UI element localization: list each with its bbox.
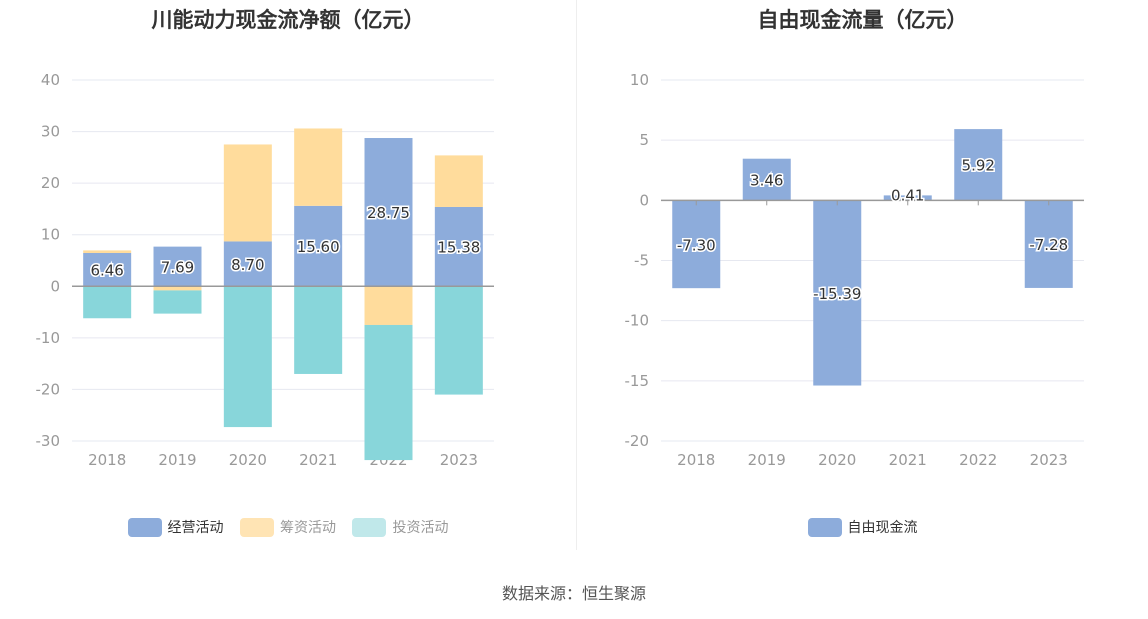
bar-segment [364, 138, 413, 287]
legend-swatch-financing [240, 517, 274, 537]
left-chart-legend: 经营活动 筹资活动 投资活动 [0, 517, 576, 541]
bar-segment [294, 128, 343, 206]
panel-divider [576, 0, 577, 550]
free-cash-flow-chart: 自由现金流量（亿元） 10 5 0 -5 -10 -15 -20 2018 2019 2020 20… [577, 0, 1148, 560]
bar-segment [364, 324, 413, 461]
data-label: 28.75 [367, 204, 410, 222]
legend-swatch-investing [352, 517, 387, 537]
bar [954, 129, 1003, 201]
data-source-note: 数据来源：恒生聚源 [501, 584, 646, 603]
bar-segment [83, 252, 132, 287]
bar [742, 158, 791, 201]
y-tick-label: 20 [41, 174, 60, 192]
bar-segment [153, 290, 202, 314]
data-label: 7.69 [161, 258, 194, 276]
bar-segment [434, 155, 483, 207]
legend-label-investing: 投资活动 [392, 520, 449, 536]
y-tick-label: -20 [625, 432, 650, 450]
data-label: 5.92 [962, 157, 995, 175]
y-tick-label: -20 [36, 380, 61, 398]
y-tick-label: 40 [41, 71, 60, 89]
y-tick-label: 30 [41, 123, 60, 141]
data-label: 8.70 [231, 256, 264, 274]
data-label: -7.30 [677, 236, 716, 254]
bar-segment [83, 286, 132, 319]
y-tick-label: 5 [639, 131, 649, 149]
data-label: 15.38 [437, 239, 480, 257]
data-label: 3.46 [750, 172, 783, 190]
legend-swatch-operating [127, 517, 162, 537]
data-label: 0.41 [891, 186, 924, 204]
bar-segment [434, 286, 483, 395]
x-tick-label: 2021 [889, 451, 927, 469]
bar-segment [223, 144, 272, 242]
data-label: 15.60 [297, 238, 340, 256]
data-label: 6.46 [90, 262, 123, 280]
bar-segment [434, 206, 483, 287]
legend-label-operating: 经营活动 [167, 520, 224, 536]
bar-segment [364, 286, 413, 325]
bar-segment [153, 246, 202, 287]
right-chart-title: 自由现金流量（亿元） [757, 8, 968, 32]
data-label: -15.39 [813, 285, 861, 303]
x-tick-label: 2020 [818, 451, 856, 469]
x-tick-label: 2023 [1030, 451, 1068, 469]
x-tick-label: 2019 [158, 451, 196, 469]
y-tick-label: -30 [36, 432, 61, 450]
bar [672, 200, 721, 289]
legend-label-free-cash-flow: 自由现金流 [847, 520, 918, 536]
y-tick-label: 0 [639, 191, 649, 209]
x-tick-label: 2019 [748, 451, 786, 469]
legend-swatch-free-cash-flow [807, 517, 842, 537]
y-tick-label: 0 [50, 277, 60, 295]
bar-segment [83, 250, 132, 253]
legend-item-investing[interactable]: 投资活动 [352, 517, 448, 537]
bar [883, 195, 932, 201]
left-chart-plot: 403020100-10-20-302018201920202021202220… [36, 71, 494, 469]
x-tick-label: 2023 [440, 451, 478, 469]
x-tick-label: 2018 [88, 451, 126, 469]
x-tick-label: 2020 [229, 451, 267, 469]
bar-segment [294, 205, 343, 287]
left-chart-title: 川能动力现金流净额（亿元） [151, 8, 425, 32]
bar [813, 200, 862, 386]
data-label: -7.28 [1029, 236, 1068, 254]
right-chart-legend: 自由现金流 [577, 517, 1148, 541]
legend-item-operating[interactable]: 经营活动 [127, 517, 224, 537]
bar [1024, 200, 1073, 288]
y-tick-label: 10 [41, 226, 60, 244]
legend-item-free-cash-flow[interactable]: 自由现金流 [807, 517, 918, 537]
cash-flow-net-chart: 川能动力现金流净额（亿元） 40 30 20 10 0 -10 -20 -30 2018 2019… [0, 0, 576, 560]
y-tick-label: -10 [625, 312, 650, 330]
legend-label-financing: 筹资活动 [280, 520, 336, 536]
bar-segment [223, 241, 272, 287]
bar-segment [153, 286, 202, 291]
legend-item-financing[interactable]: 筹资活动 [240, 517, 336, 537]
right-chart-plot: 10 5 0 -5 -10 -15 -20 2018 2019 2020 2021 2022 2023 -… [625, 71, 1084, 469]
y-tick-label: 10 [630, 71, 649, 89]
x-tick-label: 2022 [959, 451, 997, 469]
bar-segment [223, 286, 272, 428]
y-tick-label: -15 [625, 372, 650, 390]
y-tick-label: -10 [36, 329, 61, 347]
y-tick-label: -5 [634, 252, 649, 270]
x-tick-label: 2021 [299, 451, 337, 469]
bar-segment [294, 286, 343, 374]
x-tick-label: 2018 [677, 451, 715, 469]
